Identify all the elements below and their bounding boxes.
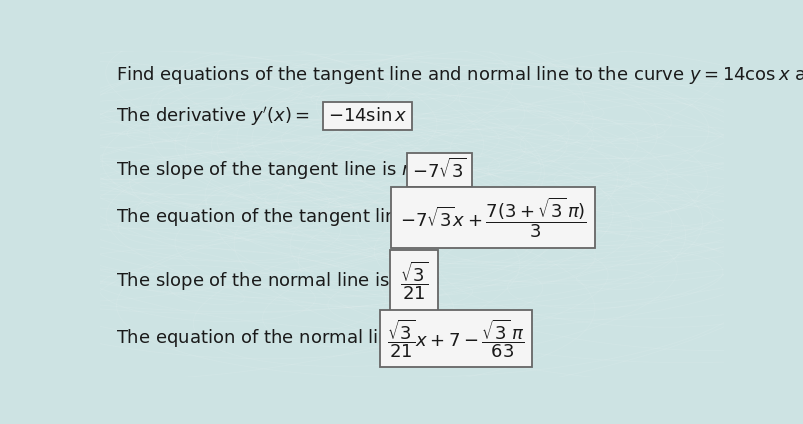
Text: $-7\sqrt{3}$: $-7\sqrt{3}$	[412, 158, 467, 182]
Text: The derivative $y^{\prime}(x) = $: The derivative $y^{\prime}(x) = $	[116, 105, 310, 128]
Text: The slope of the normal line is $m_2 = $: The slope of the normal line is $m_2 = $	[116, 270, 438, 292]
Text: The equation of the normal line is $y = $: The equation of the normal line is $y = …	[116, 327, 454, 349]
Text: $-14\sin x$: $-14\sin x$	[328, 107, 407, 125]
Text: Find equations of the tangent line and normal line to the curve $y = 14\cos x$ a: Find equations of the tangent line and n…	[116, 64, 803, 86]
Text: The slope of the tangent line is $m_1 = $: The slope of the tangent line is $m_1 = …	[116, 159, 446, 181]
Text: $\dfrac{\sqrt{3}}{21}$: $\dfrac{\sqrt{3}}{21}$	[399, 259, 427, 302]
Text: $\dfrac{\sqrt{3}}{21}x + 7 - \dfrac{\sqrt{3}\,\pi}{63}$: $\dfrac{\sqrt{3}}{21}x + 7 - \dfrac{\sqr…	[387, 317, 524, 360]
Text: The equation of the tangent line is $y = $: The equation of the tangent line is $y =…	[116, 206, 462, 229]
Text: $-7\sqrt{3}x + \dfrac{7(3+\sqrt{3}\,\pi)}{3}$: $-7\sqrt{3}x + \dfrac{7(3+\sqrt{3}\,\pi)…	[399, 195, 585, 240]
